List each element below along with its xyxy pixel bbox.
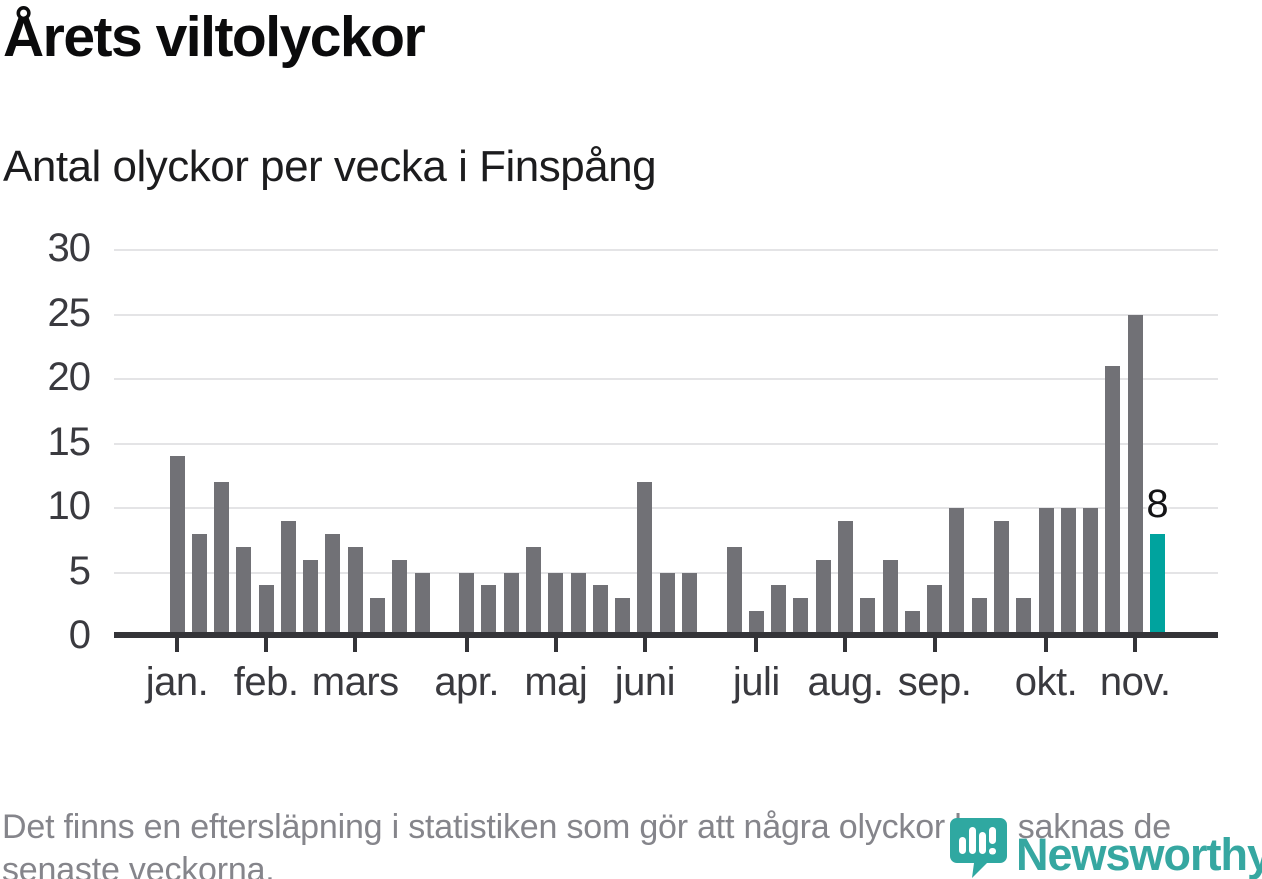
last-value-label: 8 <box>1146 481 1169 526</box>
bar <box>325 533 341 637</box>
month-tick-jan <box>175 638 179 652</box>
month-label-mars: mars <box>311 660 399 704</box>
month-label-aug: aug. <box>807 660 884 704</box>
chart-subtitle: Antal olyckor per vecka i Finspång <box>3 142 657 191</box>
bar <box>1127 314 1143 637</box>
month-label-okt: okt. <box>1014 660 1078 704</box>
bar <box>882 559 898 637</box>
bar <box>570 572 586 637</box>
bar <box>214 482 230 637</box>
month-tick-juni <box>642 638 647 652</box>
month-label-maj: maj <box>524 660 588 704</box>
bar <box>659 572 675 637</box>
bar <box>637 482 653 637</box>
bar <box>682 572 697 637</box>
bar <box>1105 366 1121 637</box>
month-tick-sep <box>932 638 937 652</box>
bar <box>347 546 363 637</box>
month-tick-okt <box>1044 638 1049 652</box>
bar <box>280 520 296 637</box>
month-tick-maj <box>553 638 558 652</box>
bar <box>258 585 274 637</box>
y-axis-tick-label: 25 <box>47 290 92 335</box>
bar <box>236 546 252 637</box>
bar <box>860 598 876 637</box>
month-tick-nov <box>1133 638 1138 652</box>
bar <box>548 572 564 637</box>
bar <box>904 611 920 637</box>
bar-chart: 0 5 10 15 20 25 30 jan. feb. mars apr. maj juni juli a… <box>47 226 1218 704</box>
month-tick-feb <box>264 638 269 652</box>
bar <box>370 598 386 637</box>
bar <box>592 585 608 637</box>
y-axis-tick-label: 30 <box>47 226 92 270</box>
month-label-feb: feb. <box>233 660 299 704</box>
bar <box>793 598 809 637</box>
y-axis-tick-label: 5 <box>68 548 91 593</box>
y-axis-tick-label: 0 <box>68 613 91 657</box>
bar <box>481 585 497 637</box>
bar <box>459 572 475 637</box>
highlighted-bar <box>1149 533 1165 637</box>
bar <box>993 520 1009 637</box>
bar <box>837 520 853 637</box>
gridline-25 <box>114 313 1218 316</box>
page-title: Årets viltolyckor <box>3 5 426 69</box>
month-label-juli: juli <box>732 660 780 704</box>
month-label-juni: juni <box>614 660 676 704</box>
bar <box>191 533 207 637</box>
month-label-apr: apr. <box>434 660 500 704</box>
footnote: Det finns en eftersläpning i statistiken… <box>2 808 1171 879</box>
bar <box>414 572 430 637</box>
bar <box>949 508 965 637</box>
month-tick-mars <box>353 638 358 652</box>
bar <box>748 611 764 637</box>
month-tick-aug <box>843 638 848 652</box>
bar <box>726 546 742 637</box>
gridline-15 <box>114 442 1218 445</box>
bar <box>1016 598 1032 637</box>
bar <box>303 559 319 637</box>
bar <box>392 559 408 637</box>
bar <box>971 598 987 637</box>
bar <box>169 456 185 637</box>
bar <box>615 598 631 637</box>
month-tick-apr <box>464 638 469 652</box>
bar <box>1083 508 1099 637</box>
bar <box>927 585 943 637</box>
gridline-30 <box>114 249 1218 251</box>
bar <box>1060 508 1076 637</box>
bar <box>1038 508 1054 637</box>
bar <box>526 546 542 637</box>
gridline-20 <box>114 378 1218 380</box>
month-label-jan: jan. <box>145 660 209 704</box>
y-axis-tick-label: 10 <box>47 484 92 528</box>
month-label-nov: nov. <box>1099 660 1171 704</box>
gridline-10 <box>114 507 1218 509</box>
bar <box>815 559 831 637</box>
bar <box>503 572 519 637</box>
x-axis-line <box>114 632 1218 638</box>
month-tick-juli <box>754 638 759 652</box>
month-label-sep: sep. <box>897 660 972 704</box>
y-axis-tick-label: 15 <box>47 419 92 464</box>
y-axis-tick-label: 20 <box>47 355 92 399</box>
bar <box>771 585 787 637</box>
